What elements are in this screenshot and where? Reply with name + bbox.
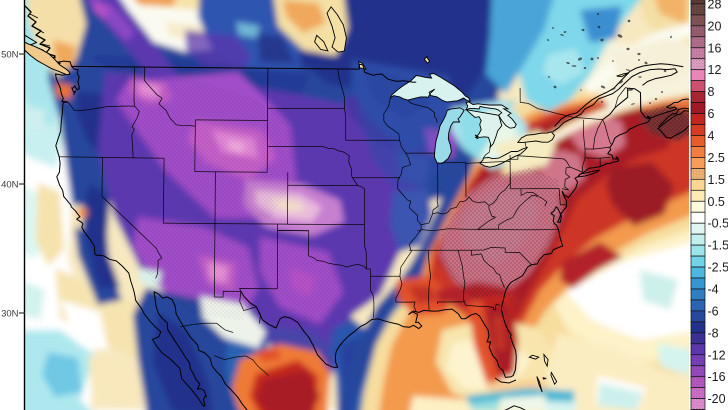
- svg-text:-12: -12: [708, 348, 726, 362]
- svg-text:-20: -20: [708, 392, 726, 406]
- svg-text:-1.5: -1.5: [708, 239, 728, 253]
- svg-text:8: 8: [708, 85, 715, 99]
- svg-text:-6: -6: [708, 304, 719, 318]
- svg-text:16: 16: [708, 41, 722, 55]
- svg-text:40N: 40N: [1, 180, 19, 191]
- svg-text:50N: 50N: [1, 50, 19, 61]
- svg-text:28: 28: [708, 0, 722, 11]
- svg-text:-8: -8: [708, 326, 719, 340]
- svg-text:1.5: 1.5: [708, 173, 725, 187]
- svg-text:-16: -16: [708, 370, 726, 384]
- svg-text:-0.5: -0.5: [708, 217, 728, 231]
- svg-text:4: 4: [708, 129, 715, 143]
- svg-text:-2.5: -2.5: [708, 261, 728, 275]
- svg-text:20: 20: [708, 19, 722, 33]
- svg-text:2.5: 2.5: [708, 151, 725, 165]
- svg-text:6: 6: [708, 107, 715, 121]
- svg-text:12: 12: [708, 63, 722, 77]
- svg-text:30N: 30N: [1, 309, 19, 320]
- svg-text:0.5: 0.5: [708, 195, 725, 209]
- svg-text:-4: -4: [708, 283, 719, 297]
